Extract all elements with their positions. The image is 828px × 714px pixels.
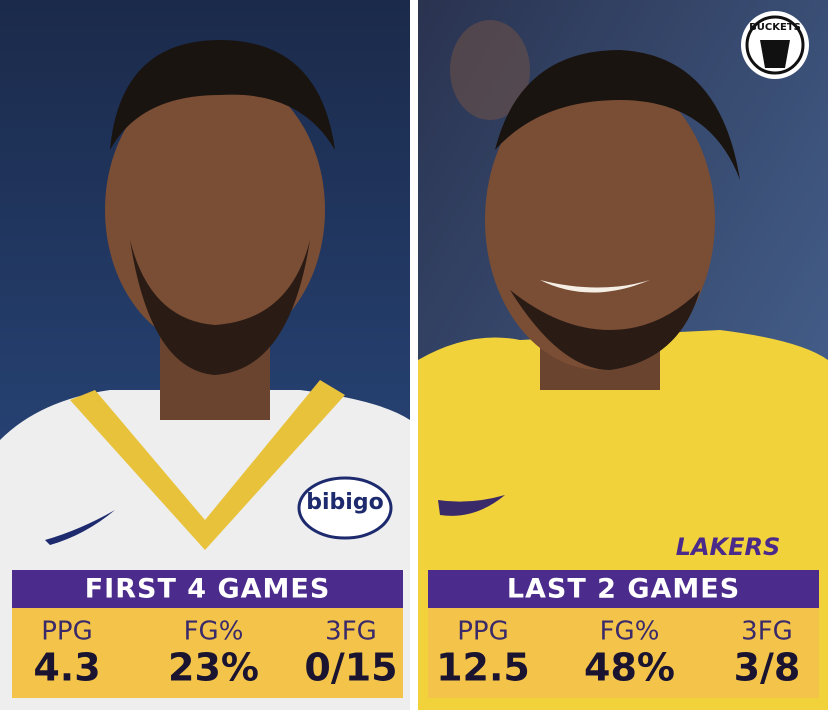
stat-label: FG% — [184, 617, 244, 647]
stat-box — [12, 608, 403, 698]
logo: BUCKETS — [749, 22, 801, 33]
title-bar — [12, 570, 403, 608]
stat-box — [428, 608, 819, 698]
panel-title: LAST 2 GAMES — [507, 574, 740, 605]
stat-label: PPG — [41, 617, 93, 647]
stat-label: FG% — [600, 617, 660, 647]
jersey-text: LAKERS — [676, 533, 781, 561]
stat-value: 3/8 — [734, 646, 801, 690]
stat-value: 12.5 — [436, 646, 530, 690]
stat-value: 23% — [168, 646, 259, 690]
divider — [410, 0, 418, 710]
stat-value: 48% — [584, 646, 675, 690]
stat-value: 0/15 — [304, 646, 397, 690]
stat-value: 4.3 — [33, 646, 100, 690]
panel-title: FIRST 4 GAMES — [85, 574, 331, 605]
stat-label: PPG — [457, 617, 509, 647]
stat-label: 3FG — [325, 617, 377, 647]
jersey-text: bibigo — [306, 490, 383, 515]
stat-label: 3FG — [741, 617, 793, 647]
title-bar — [428, 570, 819, 608]
